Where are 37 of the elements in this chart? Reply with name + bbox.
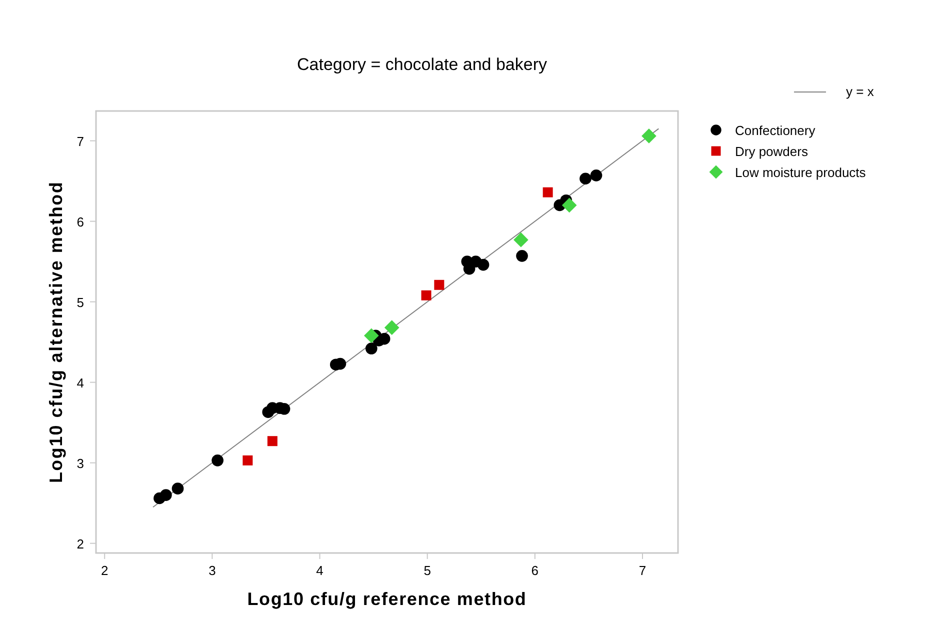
y-axis-title: Log10 cfu/g alternative method: [46, 180, 66, 484]
y-tick-label: 2: [76, 536, 84, 552]
x-tick-label: 5: [424, 563, 431, 578]
point: [590, 170, 602, 182]
x-tick-label: 6: [531, 563, 539, 578]
x-axis-title: Log10 cfu/g reference method: [247, 589, 527, 609]
legend-label: Confectionery: [735, 123, 816, 138]
point: [562, 198, 577, 213]
point: [212, 454, 224, 466]
point: [365, 342, 378, 354]
y-tick-label: 3: [76, 456, 84, 471]
point: [580, 172, 592, 185]
point: [477, 258, 490, 271]
x-tick-label: 2: [100, 563, 108, 578]
legend-label: y = x: [846, 84, 874, 99]
y-tick-label: 5: [76, 294, 84, 310]
point: [434, 280, 444, 290]
y-tick-label: 4: [76, 375, 84, 390]
point: [172, 482, 184, 494]
point: [421, 290, 432, 300]
point: [242, 455, 253, 466]
point: [384, 320, 400, 335]
point: [542, 187, 553, 198]
point: [642, 128, 656, 144]
point: [267, 436, 278, 446]
x-tick-label: 7: [638, 563, 646, 578]
y-tick-label: 6: [76, 214, 84, 230]
point: [364, 328, 379, 344]
legend-label: Dry powders: [735, 144, 808, 159]
x-tick-label: 3: [208, 563, 216, 578]
point: [160, 489, 172, 501]
point: [514, 232, 528, 248]
x-tick-label: 4: [316, 563, 324, 578]
chart-title: Category = chocolate and bakery: [297, 55, 548, 74]
legend-label: Low moisture products: [735, 165, 866, 180]
point: [516, 250, 528, 262]
y-tick-label: 7: [76, 134, 84, 149]
